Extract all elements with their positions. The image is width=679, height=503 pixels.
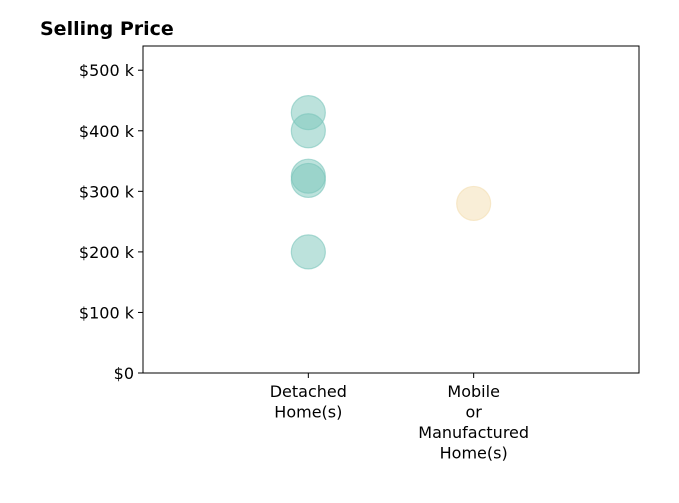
plot-area — [142, 45, 640, 374]
data-point — [456, 185, 492, 222]
chart-title: Selling Price — [40, 18, 174, 40]
y-tick-label: $100 k — [79, 303, 135, 322]
data-points — [290, 95, 492, 270]
x-tick-label: Detached Home(s) — [270, 382, 347, 422]
y-tick-label: $400 k — [79, 122, 135, 141]
y-axis: $0 $100 k $200 k $300 k $400 k $500 k — [79, 61, 143, 383]
x-axis: Detached Home(s) Mobile or Manufactured Home(… — [270, 373, 529, 463]
x-tick-label: Mobile or Manufactured Home(s) — [418, 382, 529, 463]
y-tick-label: $500 k — [79, 61, 135, 80]
plot-frame — [142, 45, 640, 374]
data-point — [290, 234, 326, 270]
y-tick-label: $200 k — [79, 243, 135, 262]
data-point — [290, 162, 326, 199]
y-tick-label: $300 k — [79, 182, 135, 201]
y-tick-label: $0 — [114, 364, 134, 383]
data-point — [290, 113, 326, 149]
